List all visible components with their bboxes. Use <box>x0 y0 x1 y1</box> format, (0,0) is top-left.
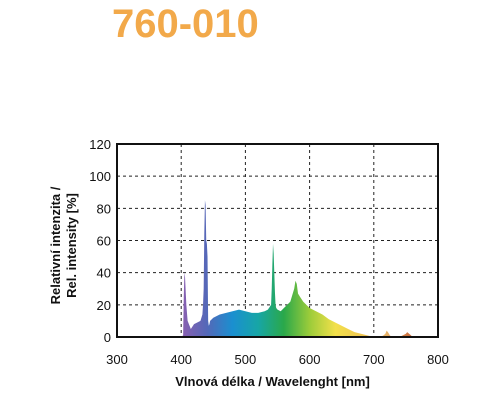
y-tick-label: 60 <box>97 234 111 249</box>
y-axis-label-line2: Rel. intensity [%] <box>64 193 79 298</box>
y-tick-label: 120 <box>89 137 111 152</box>
plot-frame <box>116 143 439 338</box>
spectrum-area <box>181 200 438 337</box>
x-tick-label: 600 <box>299 352 321 367</box>
x-tick-label: 400 <box>170 352 192 367</box>
x-tick-label: 800 <box>427 352 449 367</box>
y-tick-label: 80 <box>97 201 111 216</box>
y-tick-labels: 0 20 40 60 80 100 120 <box>89 137 111 345</box>
x-axis-label: Vlnová délka / Wavelenght [nm] <box>175 374 370 389</box>
y-tick-label: 20 <box>97 298 111 313</box>
y-axis-label-line1: Relativní intenzita / <box>48 186 63 304</box>
product-code: 760-010 <box>112 2 259 46</box>
x-tick-label: 300 <box>106 352 128 367</box>
x-tick-labels: 300 400 500 600 700 800 <box>106 352 449 367</box>
y-tick-label: 40 <box>97 266 111 281</box>
x-tick-label: 700 <box>363 352 385 367</box>
grid-lines <box>117 144 438 337</box>
y-tick-label: 100 <box>89 169 111 184</box>
y-tick-label: 0 <box>104 330 111 345</box>
x-tick-label: 500 <box>235 352 257 367</box>
